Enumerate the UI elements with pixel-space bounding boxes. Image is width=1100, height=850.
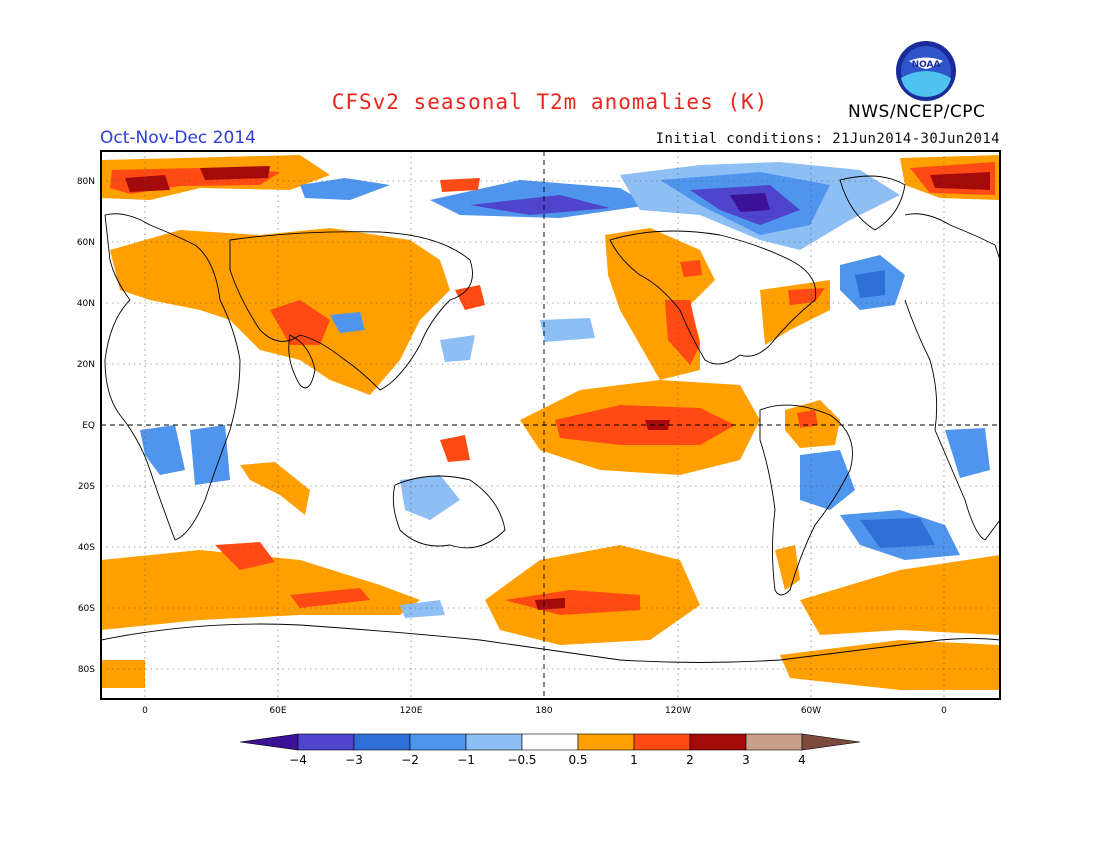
warm-anomaly-region bbox=[800, 555, 1000, 635]
latitude-label: 80N bbox=[77, 177, 95, 187]
latitude-label: 60N bbox=[77, 238, 95, 248]
warm-anomaly-region bbox=[200, 166, 270, 180]
longitude-label: 60E bbox=[269, 706, 286, 716]
graticule bbox=[101, 151, 1000, 699]
organization-label: NWS/NCEP/CPC bbox=[848, 102, 986, 122]
colorbar-segment bbox=[409, 733, 467, 751]
warm-anomaly-region bbox=[270, 300, 330, 345]
warm-anomaly-region bbox=[645, 420, 670, 430]
colorbar-label: −4 bbox=[289, 753, 307, 767]
colorbar-segment bbox=[521, 733, 579, 751]
coastlines bbox=[101, 175, 1000, 663]
cold-anomaly-region bbox=[945, 428, 990, 478]
warm-anomaly-region bbox=[797, 410, 818, 428]
colorbar-segment bbox=[689, 733, 747, 751]
cold-anomaly-region bbox=[300, 178, 390, 200]
svg-text:NOAA: NOAA bbox=[912, 60, 941, 70]
colorbar-segment bbox=[297, 733, 355, 751]
longitude-labels: 0 60E 120E 180 120W 60W 0 bbox=[142, 706, 947, 716]
latitude-label: EQ bbox=[82, 421, 95, 431]
cold-anomaly-region bbox=[730, 193, 770, 212]
colorbar-label: 3 bbox=[742, 753, 750, 767]
cold-anomaly-region bbox=[855, 270, 885, 298]
colorbar-segment bbox=[465, 733, 523, 751]
cold-anomaly-region bbox=[440, 335, 475, 362]
colorbar-label: −1 bbox=[457, 753, 475, 767]
warm-anomaly-region bbox=[440, 435, 470, 462]
map-frame-border bbox=[100, 150, 1001, 700]
colorbar-segment bbox=[577, 733, 635, 751]
colorbar-segment bbox=[745, 733, 803, 751]
longitude-label: 0 bbox=[142, 706, 148, 716]
warm-anomaly-region bbox=[680, 260, 702, 277]
warm-anomaly-region bbox=[125, 175, 170, 192]
warm-anomaly-region bbox=[240, 462, 310, 515]
warm-anomaly-region bbox=[215, 542, 275, 570]
latitude-label: 40N bbox=[77, 299, 95, 309]
map-title: CFSv2 seasonal T2m anomalies (K) bbox=[331, 90, 769, 114]
colorbar-label: 0.5 bbox=[568, 753, 587, 767]
colorbar-label: 4 bbox=[798, 753, 806, 767]
longitude-label: 120E bbox=[400, 706, 423, 716]
colorbar-label: −0.5 bbox=[507, 753, 536, 767]
initial-conditions-label: Initial conditions: 21Jun2014-30Jun2014 bbox=[655, 131, 1000, 147]
latitude-label: 60S bbox=[78, 604, 95, 614]
warm-anomaly-region bbox=[780, 640, 1000, 690]
colorbar-label: −2 bbox=[401, 753, 419, 767]
colorbar-label: −3 bbox=[345, 753, 363, 767]
latitude-label: 20N bbox=[77, 360, 95, 370]
longitude-label: 120W bbox=[665, 706, 691, 716]
longitude-label: 0 bbox=[941, 706, 947, 716]
colorbar-segment bbox=[239, 733, 299, 751]
colorbar-segment bbox=[353, 733, 411, 751]
warm-anomaly-region bbox=[665, 300, 700, 365]
cold-anomaly-region bbox=[190, 425, 230, 485]
season-label: Oct-Nov-Dec 2014 bbox=[100, 128, 256, 148]
latitude-labels: 80N 60N 40N 20N EQ 20S 40S 60S 80S bbox=[77, 177, 95, 675]
cold-anomaly-region bbox=[800, 450, 855, 510]
warm-anomaly-region bbox=[535, 598, 565, 610]
colorbar-segment bbox=[633, 733, 691, 751]
cold-anomaly-region bbox=[860, 518, 935, 548]
reference-lines bbox=[101, 151, 1000, 699]
cold-anomaly-region bbox=[470, 195, 610, 215]
colorbar-label: 1 bbox=[630, 753, 638, 767]
colorbar-label: 2 bbox=[686, 753, 694, 767]
warm-anomaly-region bbox=[440, 178, 480, 192]
cold-anomaly-region bbox=[540, 318, 595, 342]
warm-anomaly-region bbox=[101, 550, 420, 630]
cold-anomaly-region bbox=[140, 425, 185, 475]
latitude-label: 40S bbox=[78, 543, 95, 553]
warm-anomaly-region bbox=[101, 660, 145, 688]
longitude-label: 60W bbox=[801, 706, 821, 716]
cold-anomaly-region bbox=[330, 312, 365, 333]
warm-anomaly-region bbox=[290, 588, 370, 608]
colorbar-segment bbox=[801, 733, 861, 751]
latitude-label: 80S bbox=[78, 665, 95, 675]
noaa-logo: NOAA bbox=[896, 41, 956, 101]
colorbar bbox=[239, 733, 861, 751]
latitude-label: 20S bbox=[78, 482, 95, 492]
colorbar-labels: −4 −3 −2 −1 −0.5 0.5 1 2 3 4 bbox=[289, 753, 806, 767]
anomaly-fields bbox=[101, 155, 1000, 690]
warm-anomaly-region bbox=[455, 285, 485, 310]
longitude-label: 180 bbox=[535, 706, 552, 716]
